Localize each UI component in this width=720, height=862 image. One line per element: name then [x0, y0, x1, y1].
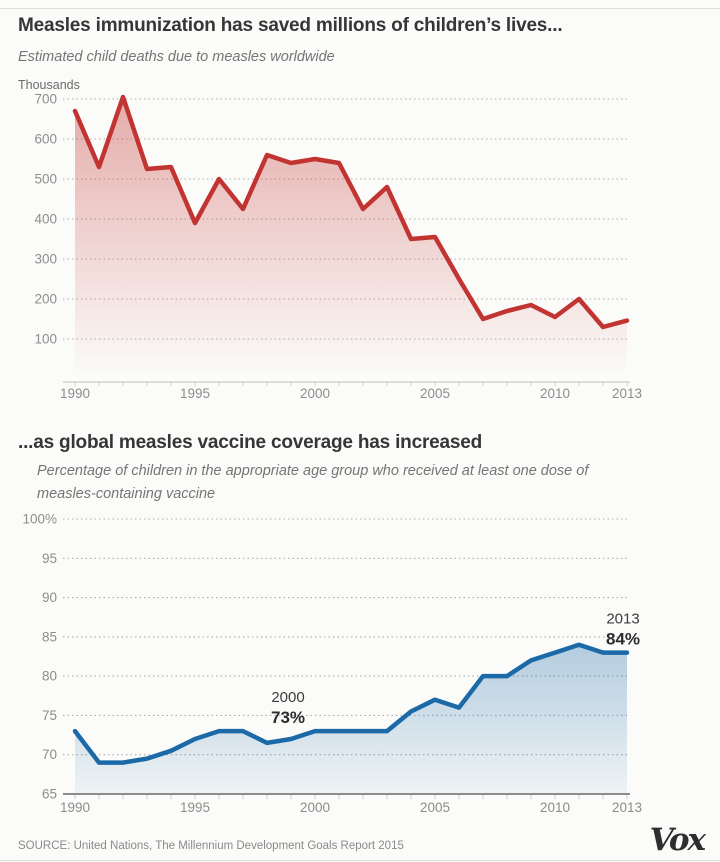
y-axis-label: 500: [34, 172, 57, 187]
y-axis-label: 75: [42, 708, 57, 723]
deaths-unit-label: Thousands: [18, 78, 80, 92]
coverage-chart-title: ...as global measles vaccine coverage ha…: [18, 432, 483, 453]
y-axis-label: 700: [34, 92, 57, 107]
x-axis-label: 2000: [300, 386, 330, 401]
x-axis-label: 2010: [540, 800, 570, 815]
y-axis-label: 85: [42, 629, 57, 644]
y-axis-label: 100%: [22, 512, 57, 527]
annotation-year-2000: 2000: [271, 689, 304, 706]
annotation-value-2000: 73%: [271, 708, 305, 727]
x-axis-label: 2005: [420, 386, 450, 401]
vox-logo: Vox: [649, 822, 706, 858]
y-axis-label: 200: [34, 292, 57, 307]
y-axis-label: 90: [42, 590, 57, 605]
coverage-chart-subtitle: Percentage of children in the appropriat…: [37, 463, 589, 502]
deaths-chart-svg: 700 600 500 400 300 200 100 1990 1995 2000 2005 201…: [34, 92, 642, 401]
x-axis-label: 2005: [420, 800, 450, 815]
deaths-chart-subtitle: Estimated child deaths due to measles wo…: [18, 49, 335, 65]
x-axis-label: 2013: [612, 386, 642, 401]
x-axis-label: 2010: [540, 386, 570, 401]
x-axis-label: 1990: [60, 800, 90, 815]
coverage-area: [75, 644, 627, 793]
y-axis-label: 300: [34, 252, 57, 267]
y-axis-label: 95: [42, 551, 57, 566]
x-axis-label: 1995: [180, 386, 210, 401]
measles-deaths-area: [75, 97, 627, 370]
page-bottom-border: [0, 860, 720, 861]
page-top-border: [0, 8, 720, 9]
y-axis-label: 80: [42, 669, 57, 684]
coverage-line: [72, 642, 630, 765]
measles-deaths-line: [72, 94, 630, 330]
y-axis-label: 100: [34, 332, 57, 347]
y-axis-label: 600: [34, 132, 57, 147]
y-axis-label: 65: [42, 787, 57, 802]
annotation-year-2013: 2013: [606, 611, 639, 628]
deaths-chart-title: Measles immunization has saved millions …: [18, 15, 563, 36]
y-axis-label: 400: [34, 212, 57, 227]
y-axis-label: 70: [42, 747, 57, 762]
x-axis-label: 2000: [300, 800, 330, 815]
x-axis-label: 1995: [180, 800, 210, 815]
source-credit: SOURCE: United Nations, The Millennium D…: [18, 840, 404, 852]
x-axis-label: 2013: [612, 800, 642, 815]
x-axis-label: 1990: [60, 386, 90, 401]
annotation-value-2013: 84%: [606, 630, 640, 649]
